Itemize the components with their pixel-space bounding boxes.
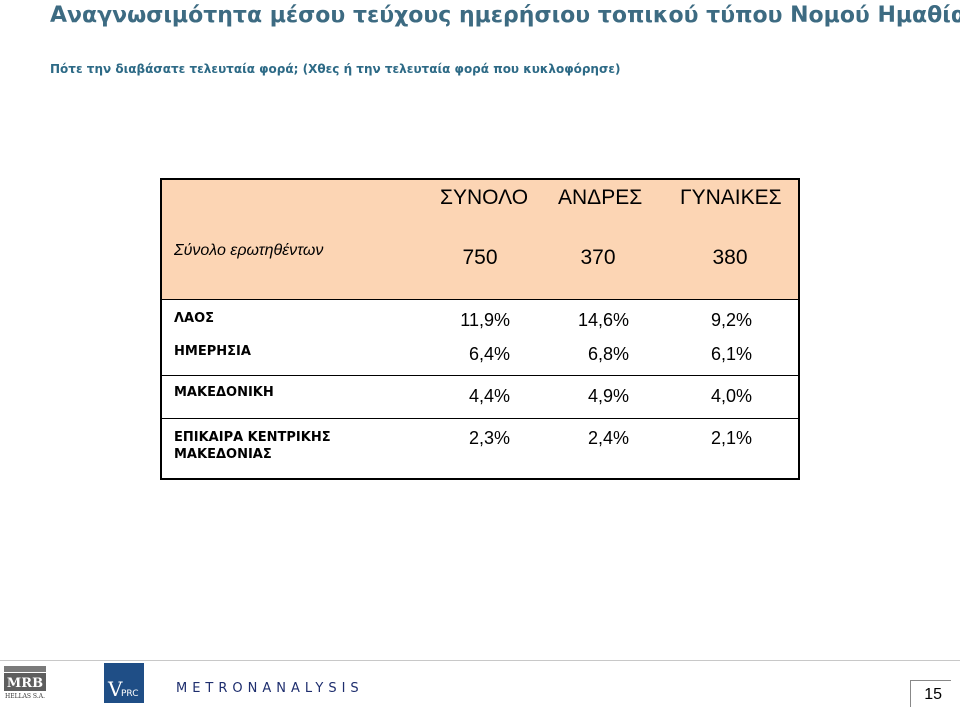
respondents-total: 750 [462, 246, 498, 269]
svg-text:MRB: MRB [7, 676, 43, 691]
svg-text:HELLAS S.A.: HELLAS S.A. [5, 693, 45, 700]
page-subtitle: Πότε την διαβάσατε τελευταία φορά; (Χθες… [50, 62, 621, 76]
svg-text:PRC: PRC [121, 689, 139, 699]
column-header-women: ΓΥΝΑΙΚΕΣ [680, 186, 782, 209]
readership-table: ΣΥΝΟΛΟ ΑΝΔΡΕΣ ΓΥΝΑΙΚΕΣ Σύνολο ερωτηθέντω… [160, 178, 800, 480]
cell-makedoniki-total: 4,4% [468, 386, 510, 406]
cell-laos-men: 14,6% [577, 310, 629, 330]
cell-epikaira-women: 2,1% [710, 428, 752, 448]
row-label-epikaira: ΕΠΙΚΑΙΡΑ ΚΕΝΤΡΙΚΗΣ ΜΑΚΕΔΟΝΙΑΣ [174, 430, 331, 462]
cell-epikaira-men: 2,4% [587, 428, 629, 448]
row-label-laos: ΛΑΟΣ [174, 311, 215, 326]
cell-makedoniki-women: 4,0% [710, 386, 752, 406]
mrb-hellas-logo: MRB HELLAS S.A. [4, 666, 46, 700]
respondents-men: 370 [580, 246, 616, 269]
page-number: 15 [924, 686, 942, 703]
cell-imerisia-men: 6,8% [587, 344, 629, 364]
cell-laos-total: 11,9% [460, 310, 510, 330]
vprc-logo: V PRC [104, 663, 144, 703]
row-divider [162, 418, 798, 419]
row-label-imerisia: ΗΜΕΡΗΣΙΑ [174, 344, 251, 359]
cell-imerisia-total: 6,4% [468, 344, 510, 364]
cell-imerisia-women: 6,1% [710, 344, 752, 364]
column-header-men: ΑΝΔΡΕΣ [558, 186, 643, 209]
column-header-total: ΣΥΝΟΛΟ [440, 186, 529, 209]
footer-divider [0, 660, 960, 661]
page-title: Αναγνωσιμότητα μέσου τεύχους ημερήσιου τ… [50, 3, 960, 28]
metron-analysis-logo: METRONANALYSIS [176, 681, 364, 696]
row-divider [162, 375, 798, 376]
svg-text:V: V [107, 677, 123, 701]
cell-makedoniki-men: 4,9% [587, 386, 629, 406]
row-label-makedoniki: ΜΑΚΕΔΟΝΙΚΗ [174, 385, 274, 400]
page-number-box [910, 680, 951, 707]
respondents-label: Σύνολο ερωτηθέντων [174, 242, 324, 259]
table-header-band: ΣΥΝΟΛΟ ΑΝΔΡΕΣ ΓΥΝΑΙΚΕΣ Σύνολο ερωτηθέντω… [162, 180, 798, 300]
cell-laos-women: 9,2% [710, 310, 752, 330]
respondents-women: 380 [712, 246, 748, 269]
cell-epikaira-total: 2,3% [468, 428, 510, 448]
